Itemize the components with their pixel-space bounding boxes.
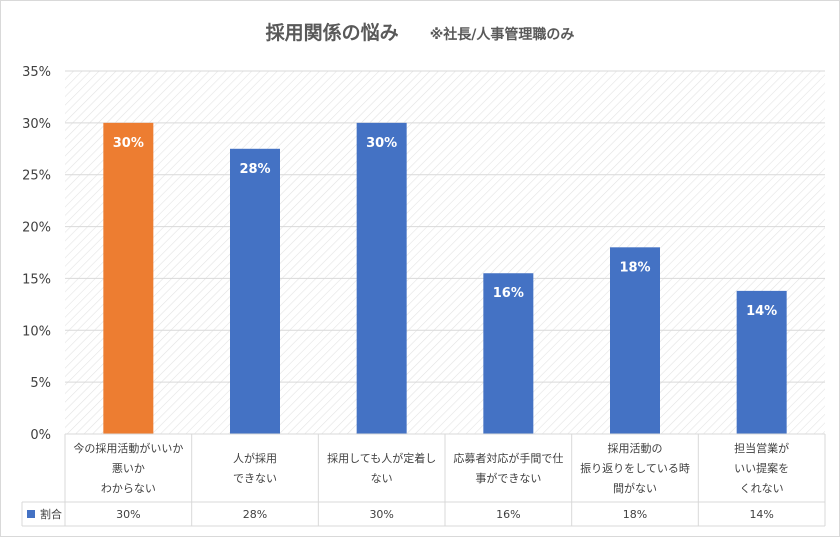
bar	[356, 122, 407, 434]
table-value: 14%	[749, 508, 773, 521]
x-category-label: 担当営業が	[734, 441, 789, 455]
table-value: 30%	[369, 508, 393, 521]
bar	[736, 290, 787, 434]
y-tick-label: 35%	[22, 65, 51, 80]
bar-data-label: 18%	[619, 260, 650, 275]
table-value: 30%	[116, 508, 140, 521]
y-tick-label: 30%	[22, 117, 51, 132]
x-category-label: 採用活動の	[608, 441, 663, 455]
x-category-label: 悪いか	[112, 462, 145, 475]
chart-subtitle: ※社長/人事管理職のみ	[429, 27, 575, 43]
x-category-label: 応募者対応が手間で仕	[453, 451, 563, 465]
y-tick-label: 0%	[30, 428, 51, 443]
legend-label: 割合	[40, 507, 62, 521]
x-category-label: 採用しても人が定着し	[327, 451, 436, 465]
y-tick-label: 15%	[22, 272, 51, 287]
bar-data-label: 30%	[366, 136, 397, 151]
x-category-label: 今の採用活動がいいか	[73, 441, 183, 455]
y-tick-label: 5%	[30, 376, 51, 391]
chart-title-block: 採用関係の悩み ※社長/人事管理職のみ	[0, 18, 840, 45]
bar	[230, 148, 280, 435]
table-value: 28%	[243, 508, 267, 521]
table-value: 18%	[623, 508, 647, 521]
x-category-label: 間がない	[613, 481, 657, 495]
x-category-label: 振り返りをしている時	[580, 461, 690, 475]
legend-swatch	[27, 510, 35, 518]
bar	[103, 122, 154, 434]
x-category-label: 人が採用	[233, 451, 277, 465]
x-category-label: いい提案を	[734, 461, 789, 475]
x-category-label: できない	[233, 472, 277, 485]
bar-data-label: 16%	[493, 286, 524, 301]
table-value: 16%	[496, 508, 520, 521]
bar-data-label: 14%	[746, 304, 777, 319]
x-category-label: くれない	[740, 482, 784, 495]
y-tick-label: 25%	[22, 169, 51, 184]
chart-title: 採用関係の悩み	[265, 22, 399, 44]
x-category-label: わからない	[101, 482, 156, 495]
bar-data-label: 28%	[239, 162, 270, 177]
x-category-label: ない	[371, 472, 393, 485]
bar	[483, 273, 534, 434]
x-category-label: 事ができない	[475, 471, 541, 485]
plot-area-background	[65, 71, 825, 434]
y-tick-label: 10%	[22, 324, 51, 339]
bar	[610, 247, 660, 434]
bar-data-label: 30%	[113, 136, 144, 151]
y-tick-label: 20%	[22, 221, 51, 236]
